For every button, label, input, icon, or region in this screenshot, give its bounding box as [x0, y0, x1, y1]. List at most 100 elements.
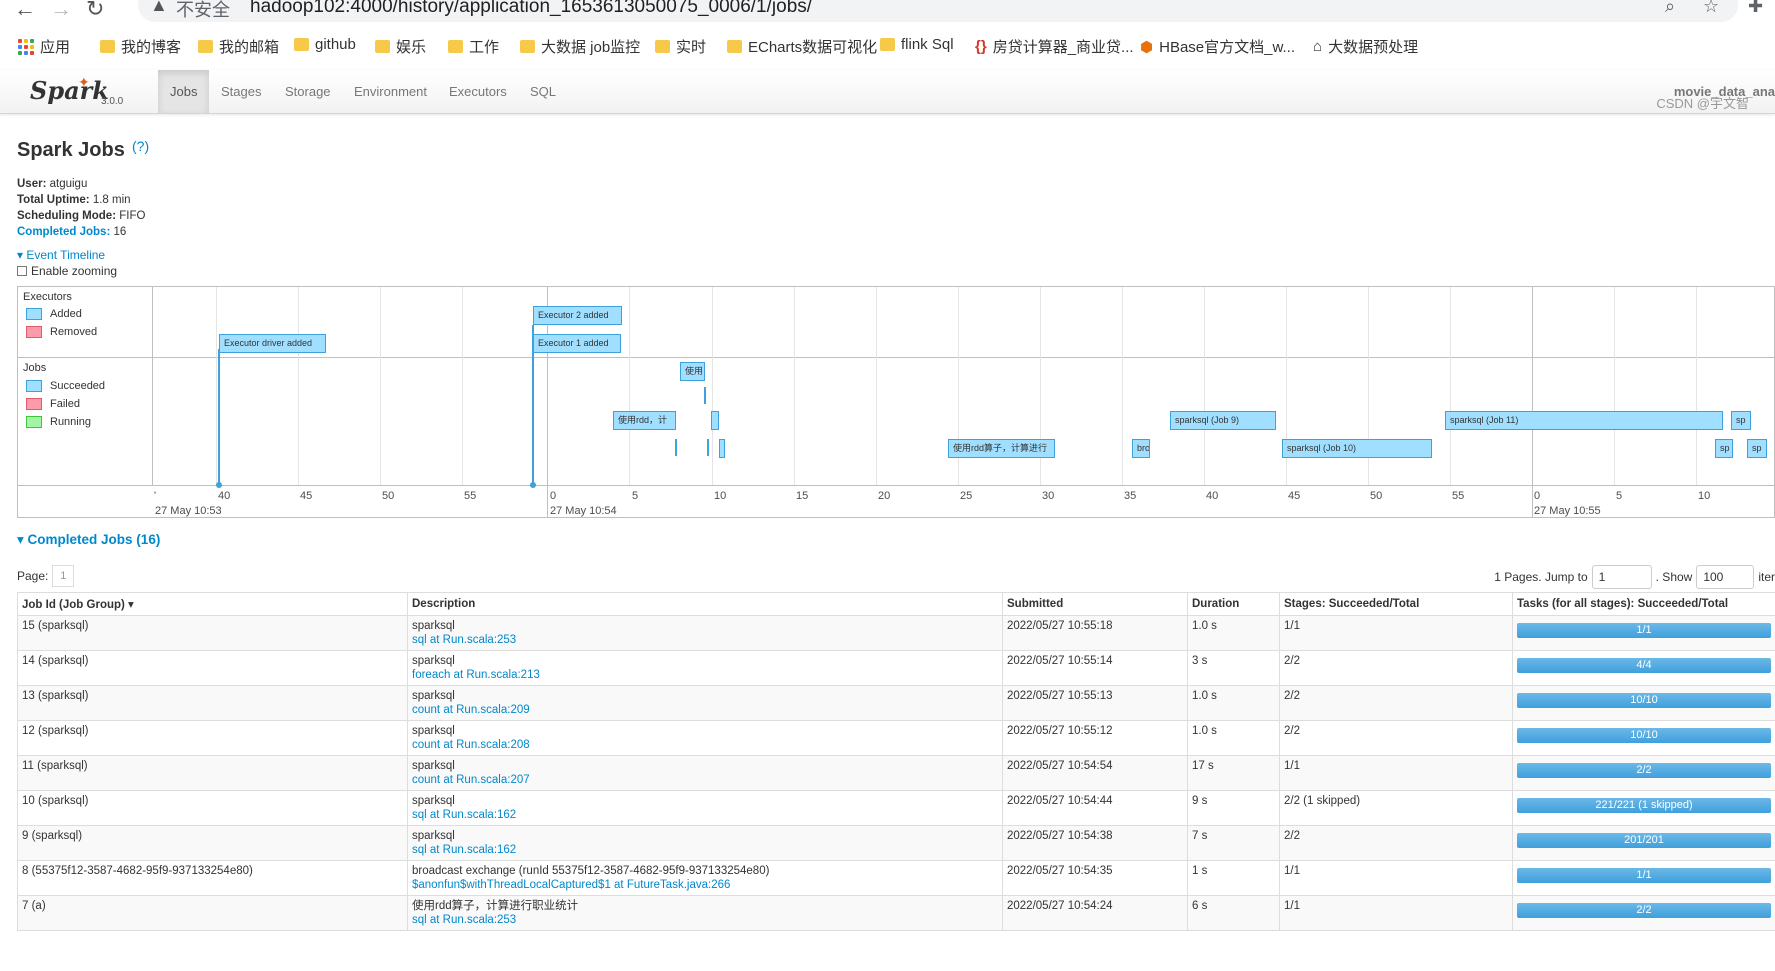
job-box[interactable]: sp: [1747, 439, 1767, 458]
folder-icon: [448, 40, 463, 53]
bookmark-item[interactable]: 应用: [18, 36, 70, 57]
duration-cell: 1.0 s: [1187, 685, 1280, 721]
zoom-checkbox[interactable]: [17, 266, 27, 276]
submitted-cell: 2022/05/27 10:55:13: [1002, 685, 1188, 721]
job-detail-link[interactable]: sql at Run.scala:162: [412, 809, 517, 821]
job-box[interactable]: 使用: [680, 362, 705, 381]
address-bar[interactable]: [138, 0, 1738, 22]
job-id-cell: 9 (sparksql): [17, 825, 408, 861]
bookmark-item[interactable]: flink Sql: [880, 36, 954, 53]
job-box[interactable]: [711, 411, 719, 430]
gridline: [712, 287, 713, 485]
tab-environment[interactable]: Environment: [354, 84, 427, 99]
col-duration[interactable]: Duration: [1187, 592, 1280, 616]
job-marker[interactable]: [707, 439, 709, 456]
bookmark-item[interactable]: {} 房贷计算器_商业贷...: [975, 36, 1134, 57]
col-job-id[interactable]: Job Id (Job Group) ▾: [17, 592, 408, 616]
running-swatch: [26, 416, 42, 428]
bookmark-item[interactable]: 我的邮箱: [198, 36, 279, 57]
warning-icon[interactable]: ▲: [150, 0, 168, 15]
bookmark-item[interactable]: ⌂ 大数据预处理: [1313, 36, 1418, 57]
gridline: [1368, 287, 1369, 485]
job-marker[interactable]: [675, 439, 677, 456]
duration-cell: 3 s: [1187, 650, 1280, 686]
job-box[interactable]: bro: [1132, 439, 1150, 458]
table-row: 14 (sparksql) sparksql foreach at Run.scal…: [17, 650, 1775, 686]
job-id-cell: 7 (a): [17, 895, 408, 931]
stages-cell: 1/1: [1279, 860, 1513, 896]
help-link[interactable]: (?): [132, 138, 150, 154]
enable-zooming[interactable]: Enable zooming: [17, 264, 117, 278]
job-box[interactable]: sp: [1715, 439, 1733, 458]
forward-icon[interactable]: →: [50, 0, 72, 21]
star-icon[interactable]: ☆: [1703, 0, 1720, 16]
legend-failed: Failed: [26, 398, 80, 410]
job-detail-link[interactable]: $anonfun$withThreadLocalCaptured$1 at Fu…: [412, 879, 731, 891]
completed-jobs-toggle[interactable]: ▾ Completed Jobs (16): [17, 532, 160, 548]
col-submitted[interactable]: Submitted: [1002, 592, 1188, 616]
executor-2-added[interactable]: Executor 2 added: [533, 306, 622, 325]
back-icon[interactable]: ←: [14, 0, 36, 21]
url-text[interactable]: hadoop102:4000/history/application_16536…: [250, 0, 813, 17]
executor-1-added[interactable]: Executor 1 added: [533, 334, 621, 353]
extensions-icon[interactable]: ✚: [1748, 0, 1764, 16]
description-cell: broadcast exchange (runId 55375f12-3587-…: [407, 860, 1003, 896]
job-detail-link[interactable]: count at Run.scala:208: [412, 739, 530, 751]
bookmark-item[interactable]: ⬢ HBase官方文档_w...: [1140, 36, 1295, 57]
job-detail-link[interactable]: count at Run.scala:209: [412, 704, 530, 716]
bookmark-item[interactable]: github: [294, 36, 356, 53]
tab-jobs[interactable]: Jobs: [158, 70, 210, 113]
bookmark-item[interactable]: 大数据 job监控: [520, 36, 640, 57]
col-tasks[interactable]: Tasks (for all stages): Succeeded/Total: [1512, 592, 1775, 616]
event-timeline[interactable]: Executors Added Removed Jobs Succeeded F…: [17, 286, 1775, 518]
submitted-cell: 2022/05/27 10:54:54: [1002, 755, 1188, 791]
reload-icon[interactable]: ↻: [86, 0, 105, 21]
job-box-9[interactable]: sparksql (Job 9): [1170, 411, 1276, 430]
job-box-10[interactable]: sparksql (Job 10): [1282, 439, 1432, 458]
insecure-label[interactable]: 不安全: [176, 0, 230, 20]
job-detail-link[interactable]: sql at Run.scala:253: [412, 634, 517, 646]
description-text: sparksql: [412, 690, 455, 702]
succeeded-swatch: [26, 380, 42, 392]
tab-stages[interactable]: Stages: [221, 84, 262, 99]
job-box[interactable]: sp: [1731, 411, 1751, 430]
tab-storage[interactable]: Storage: [285, 84, 331, 99]
spark-logo[interactable]: Spark: [30, 76, 109, 105]
bookmark-item[interactable]: 工作: [448, 36, 499, 57]
job-box[interactable]: [719, 439, 725, 458]
job-detail-link[interactable]: count at Run.scala:207: [412, 774, 530, 786]
jump-to-input[interactable]: 1: [1591, 565, 1652, 589]
page-number-button[interactable]: 1: [52, 565, 75, 587]
job-detail-link[interactable]: foreach at Run.scala:213: [412, 669, 540, 681]
submitted-cell: 2022/05/27 10:54:35: [1002, 860, 1188, 896]
tab-sql[interactable]: SQL: [530, 84, 557, 99]
description-text: sparksql: [412, 795, 455, 807]
job-detail-link[interactable]: sql at Run.scala:253: [412, 914, 517, 926]
job-box-11[interactable]: sparksql (Job 11): [1445, 411, 1723, 430]
col-description[interactable]: Description: [407, 592, 1003, 616]
bookmark-label: 大数据 job监控: [541, 39, 641, 56]
bookmark-item[interactable]: ECharts数据可视化: [727, 36, 877, 57]
job-box[interactable]: 使用rdd算子，计算进行: [948, 439, 1055, 458]
event-timeline-toggle[interactable]: ▾ Event Timeline: [17, 248, 105, 262]
gridline: [794, 287, 795, 485]
gridline: [1450, 287, 1451, 485]
completed-jobs-table: Job Id (Job Group) ▾ Description Submitt…: [17, 592, 1775, 931]
bookmark-item[interactable]: 实时: [655, 36, 706, 57]
items-label: iter: [1758, 570, 1775, 584]
job-marker[interactable]: [704, 387, 706, 404]
job-box[interactable]: 使用rdd，计: [613, 411, 676, 430]
page-size-input[interactable]: 100: [1696, 565, 1755, 589]
tab-executors[interactable]: Executors: [449, 84, 507, 99]
bookmark-item[interactable]: 我的博客: [100, 36, 181, 57]
bookmark-item[interactable]: 娱乐: [375, 36, 426, 57]
major-gridline: [1532, 287, 1533, 518]
job-detail-link[interactable]: sql at Run.scala:162: [412, 844, 517, 856]
job-id-cell: 13 (sparksql): [17, 685, 408, 721]
completed-jobs-link[interactable]: Completed Jobs:: [17, 226, 111, 238]
col-stages[interactable]: Stages: Succeeded/Total: [1279, 592, 1513, 616]
table-row: 7 (a) 使用rdd算子，计算进行职业统计 sql at Run.scala:25…: [17, 895, 1775, 931]
executor-event-dot: [216, 482, 222, 488]
zoom-icon[interactable]: ⌕: [1665, 0, 1676, 16]
executor-driver-added[interactable]: Executor driver added: [219, 334, 326, 353]
